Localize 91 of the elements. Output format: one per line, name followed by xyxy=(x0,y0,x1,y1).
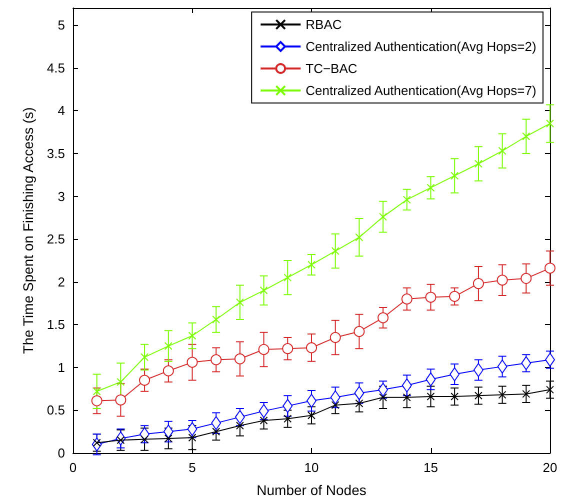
x-tick-label: 15 xyxy=(424,460,438,475)
point xyxy=(379,393,388,402)
y-tick-label: 3 xyxy=(58,188,65,204)
point xyxy=(355,233,364,242)
point xyxy=(186,356,198,368)
point xyxy=(140,353,149,362)
y-tick-label: 4 xyxy=(58,103,65,118)
y-tick-label: 1 xyxy=(58,360,65,375)
point xyxy=(450,367,460,382)
point xyxy=(520,272,532,284)
point xyxy=(426,372,436,386)
point xyxy=(544,262,556,274)
point xyxy=(402,378,412,392)
y-tick-label: 1.5 xyxy=(46,317,65,332)
point xyxy=(331,401,340,410)
point xyxy=(260,416,268,424)
point xyxy=(546,120,554,128)
point xyxy=(450,172,459,180)
legend-label: RBAC xyxy=(306,17,342,32)
point xyxy=(522,132,530,140)
point xyxy=(330,390,340,404)
point xyxy=(284,414,292,423)
point xyxy=(308,260,316,269)
point xyxy=(426,184,435,192)
point xyxy=(164,434,172,442)
y-tick-label: 0.5 xyxy=(46,402,65,418)
point xyxy=(212,316,220,324)
point xyxy=(91,395,102,406)
point xyxy=(116,378,125,386)
point xyxy=(449,290,460,302)
point xyxy=(401,293,412,304)
point xyxy=(164,342,172,350)
point xyxy=(308,411,316,420)
point xyxy=(210,354,222,366)
legend-label: Centralized Authentication(Avg Hops=7) xyxy=(306,83,536,98)
point xyxy=(330,332,341,343)
point xyxy=(497,360,508,374)
y-tick-label: 2 xyxy=(58,274,65,290)
x-axis-title: Number of Nodes xyxy=(256,482,366,498)
point xyxy=(498,146,506,155)
point xyxy=(472,278,484,290)
point xyxy=(236,422,244,430)
point xyxy=(115,394,126,406)
point xyxy=(425,292,436,303)
point xyxy=(162,365,174,376)
point xyxy=(282,343,294,354)
point xyxy=(355,399,364,408)
point xyxy=(187,422,198,436)
point xyxy=(402,196,411,204)
point xyxy=(163,424,174,439)
point xyxy=(402,393,411,402)
x-tick-label: 20 xyxy=(542,460,558,475)
point xyxy=(211,416,222,430)
legend-label: Centralized Authentication(Avg Hops=2) xyxy=(306,39,536,54)
x-tick-label: 10 xyxy=(304,460,319,475)
point xyxy=(188,434,196,442)
point xyxy=(212,428,220,436)
y-tick-label: 5 xyxy=(58,18,65,33)
point xyxy=(426,392,435,401)
point xyxy=(474,392,482,400)
point xyxy=(140,435,149,444)
point xyxy=(450,392,459,401)
point xyxy=(331,247,340,256)
point xyxy=(473,362,484,377)
point xyxy=(496,274,508,286)
y-tick-label: 3.5 xyxy=(46,146,65,161)
x-tick-label: 5 xyxy=(188,460,196,475)
point xyxy=(282,398,293,413)
point xyxy=(92,387,101,396)
point xyxy=(522,390,530,398)
point xyxy=(546,386,554,394)
point xyxy=(474,160,482,168)
y-tick-label: 0 xyxy=(58,446,65,460)
point xyxy=(139,374,150,386)
point xyxy=(354,326,365,337)
point xyxy=(498,390,506,399)
point xyxy=(284,274,292,282)
point xyxy=(258,344,270,355)
point xyxy=(378,312,389,324)
point xyxy=(354,386,364,400)
point xyxy=(379,212,388,221)
point xyxy=(188,332,196,340)
legend-label: TC−BAC xyxy=(306,61,358,76)
y-axis-title: The Time Spent on Finishing Access (s) xyxy=(20,107,36,354)
point xyxy=(306,342,317,354)
point xyxy=(260,286,268,294)
x-tick-label: 0 xyxy=(69,460,77,475)
point xyxy=(234,353,246,364)
y-tick-label: 4.5 xyxy=(46,60,65,76)
point xyxy=(236,298,244,306)
y-tick-label: 2.5 xyxy=(46,232,65,247)
